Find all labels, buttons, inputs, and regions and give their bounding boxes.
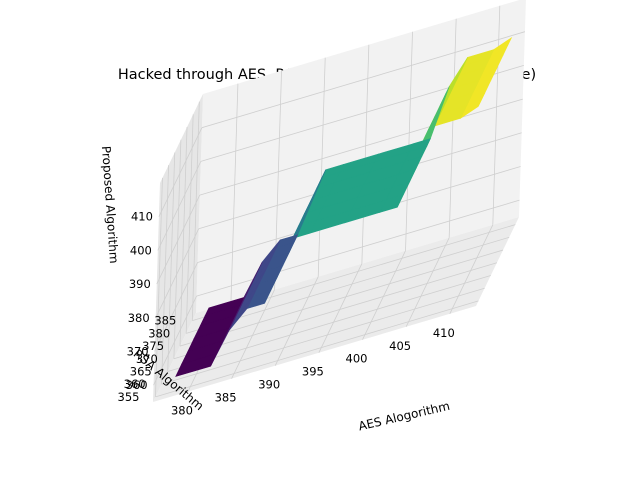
tick-label: 395 [302, 365, 324, 379]
tick-label: 365 [130, 364, 152, 378]
tick-label: 410 [433, 326, 455, 340]
tick-label: 380 [128, 311, 150, 325]
tick-label: 380 [148, 326, 170, 340]
tick-label: 410 [131, 210, 153, 224]
x-axis-ticks: 380 385 390 395 400 405 410 [171, 326, 455, 418]
tick-label: 360 [124, 377, 146, 391]
tick-label: 405 [389, 339, 411, 353]
tick-label: 355 [118, 390, 140, 404]
tick-label: 375 [142, 339, 164, 353]
tick-label: 370 [127, 344, 149, 358]
z-axis-label: Proposed Algorithm [99, 145, 121, 264]
z-axis-ticks: 360 370 380 390 400 410 [126, 210, 153, 392]
tick-label: 385 [154, 314, 176, 328]
x-axis-label: AES Alogorithm [357, 399, 451, 434]
tick-label: 360 [126, 378, 148, 392]
tick-label: 370 [136, 352, 158, 366]
tick-label: 385 [215, 391, 237, 405]
tick-label: 390 [258, 378, 280, 392]
tick-label: 400 [346, 352, 368, 366]
tick-label: 400 [130, 243, 152, 257]
tick-label: 380 [171, 404, 193, 418]
tick-label: 390 [129, 277, 151, 291]
surface-patch [204, 297, 245, 316]
surface-mesh [175, 36, 513, 377]
axis-panes [153, 0, 526, 402]
